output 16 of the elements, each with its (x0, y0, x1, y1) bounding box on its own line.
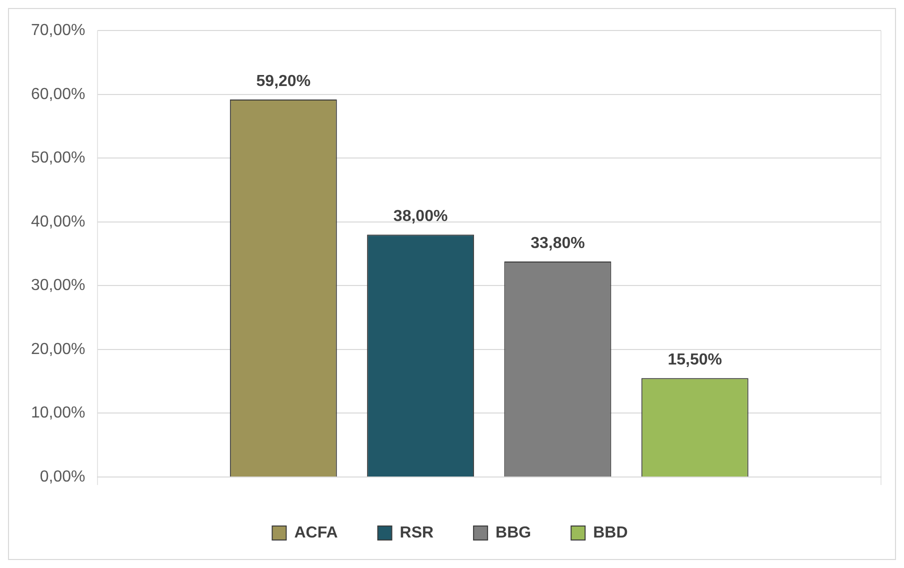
y-tick-label: 60,00% (31, 86, 86, 103)
data-label: 15,50% (668, 352, 722, 369)
data-label: 33,80% (530, 234, 585, 252)
y-tick-label: 0,00% (40, 468, 86, 486)
data-label: 59,20% (256, 72, 311, 90)
y-tick-label: 70,00% (31, 22, 86, 40)
legend-label: RSR (400, 524, 434, 542)
y-tick-label: 40,00% (31, 213, 86, 230)
y-tick-label: 50,00% (31, 150, 86, 167)
legend-label: BBG (496, 524, 532, 542)
legend-label: ACFA (294, 524, 338, 542)
y-tick-label: 10,00% (31, 404, 86, 422)
data-label: 38,00% (393, 208, 448, 226)
y-tick-label: 20,00% (31, 340, 86, 358)
y-tick-label: 30,00% (31, 277, 86, 294)
legend-label: BBD (593, 524, 628, 542)
